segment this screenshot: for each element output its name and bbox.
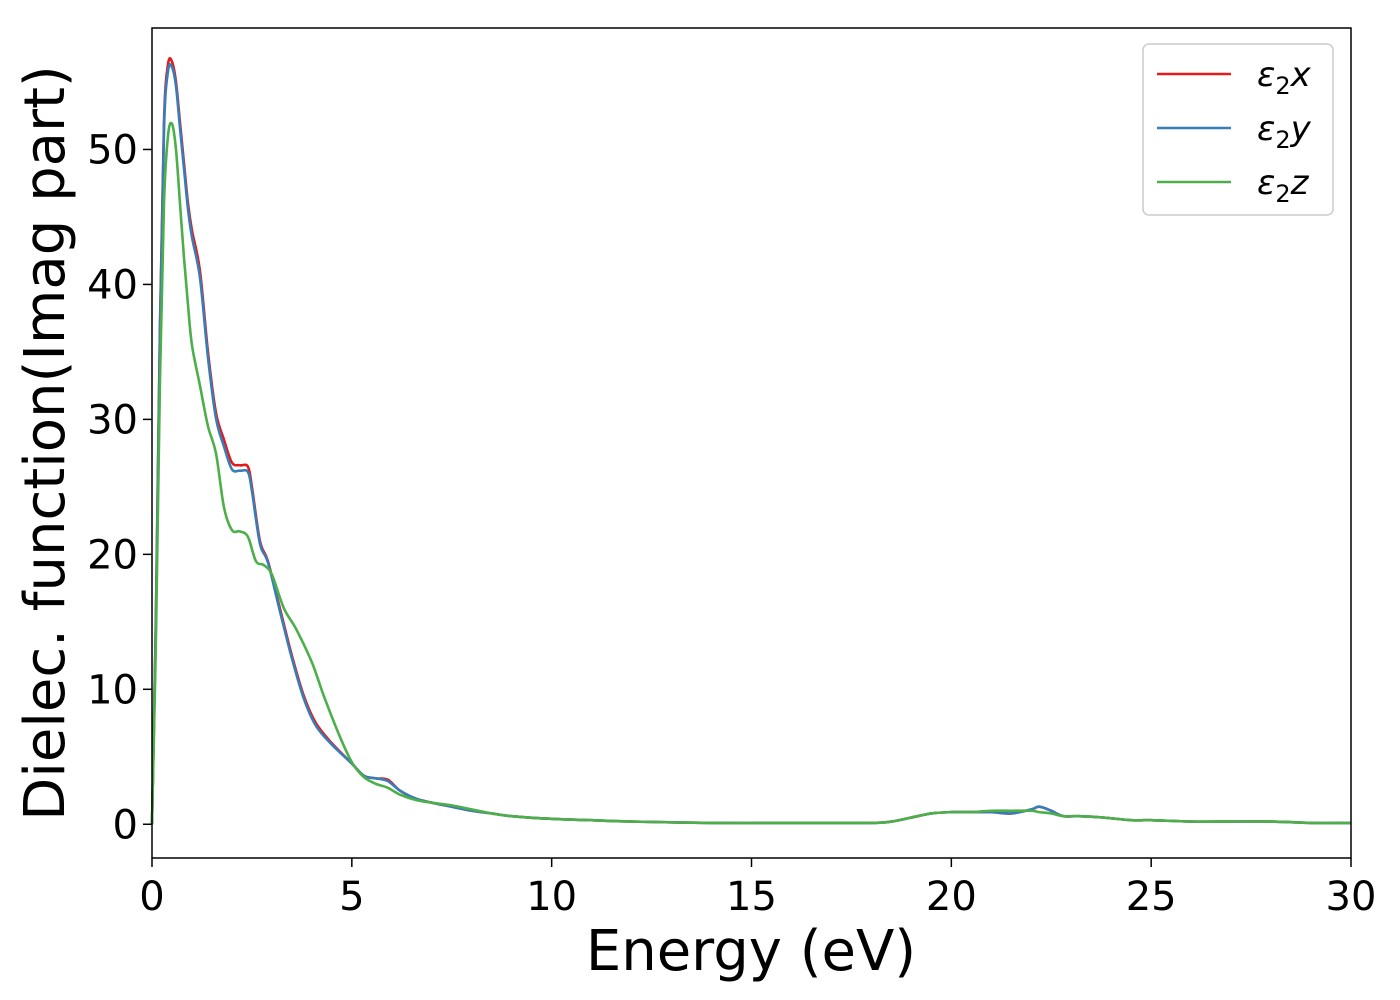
x-tick-label: 15 xyxy=(726,874,777,920)
legend-label-y: ε2y xyxy=(1257,109,1312,154)
y-axis-title: Dielec. function(Imag part) xyxy=(13,65,78,821)
x-axis: 0 5 10 15 20 25 30 xyxy=(139,858,1376,920)
series-line-y xyxy=(150,63,1352,825)
legend-box xyxy=(1142,43,1334,216)
x-tick-label: 0 xyxy=(139,874,164,920)
y-axis: 0 10 20 30 40 50 xyxy=(87,127,152,848)
series-layer xyxy=(150,56,1352,825)
x-axis-title: Energy (eV) xyxy=(586,919,916,984)
y-tick-label: 30 xyxy=(87,397,138,443)
x-tick-label: 20 xyxy=(926,874,977,920)
legend: ε2x ε2y ε2z xyxy=(1142,43,1334,216)
x-tick-label: 5 xyxy=(339,874,364,920)
series-line-z xyxy=(150,121,1352,825)
y-tick-label: 0 xyxy=(113,802,138,848)
x-tick-label: 30 xyxy=(1326,874,1377,920)
y-tick-label: 40 xyxy=(87,262,138,308)
y-tick-label: 50 xyxy=(87,127,138,173)
y-tick-label: 10 xyxy=(87,667,138,713)
legend-label-z: ε2z xyxy=(1257,163,1310,208)
y-tick-label: 20 xyxy=(87,532,138,578)
legend-label-x: ε2x xyxy=(1257,55,1312,100)
x-tick-label: 25 xyxy=(1126,874,1177,920)
x-tick-label: 10 xyxy=(526,874,577,920)
